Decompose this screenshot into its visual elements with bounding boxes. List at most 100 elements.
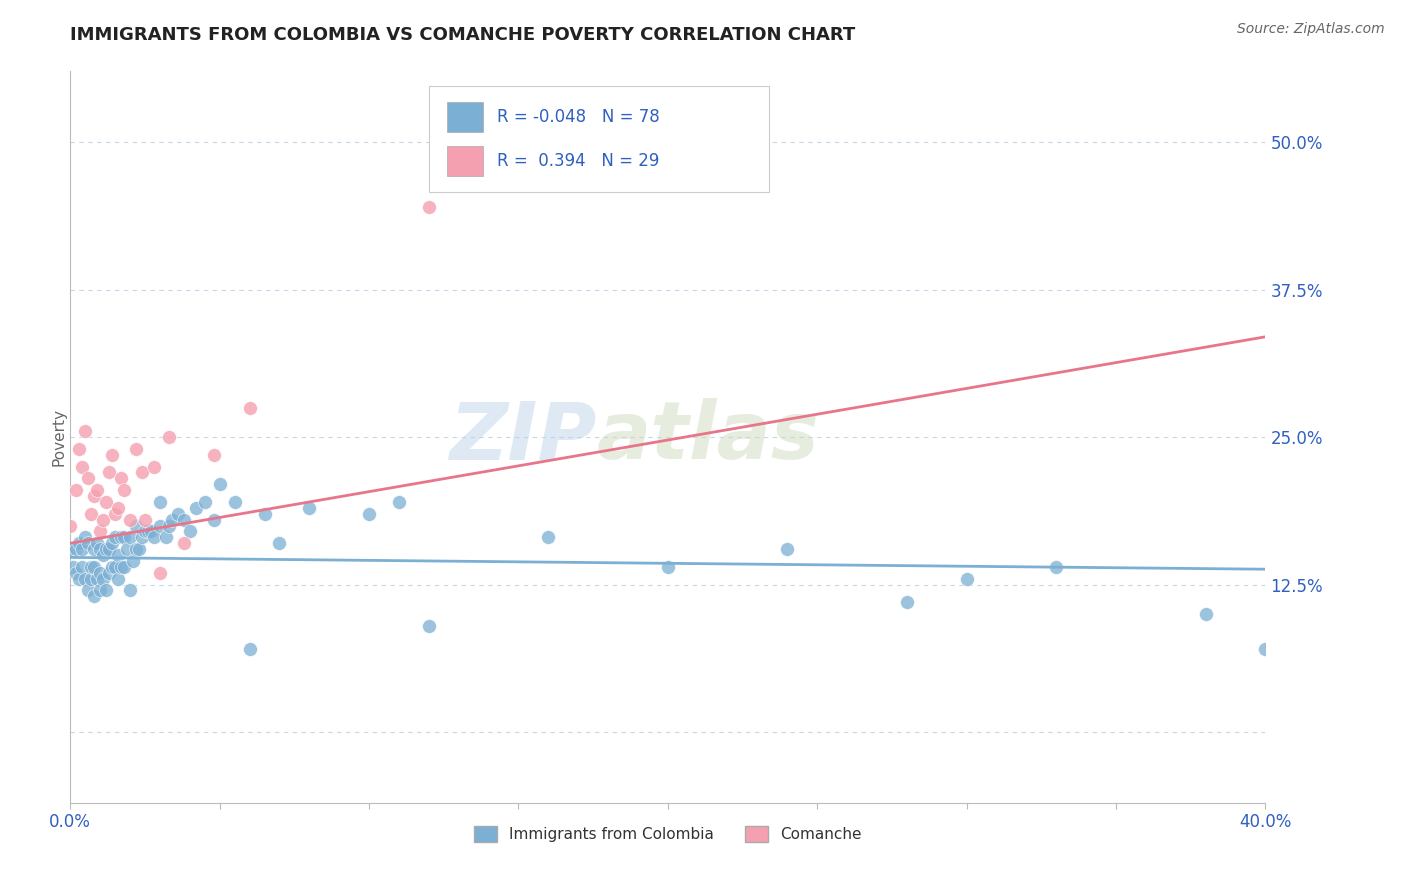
FancyBboxPatch shape	[429, 86, 769, 192]
Point	[134, 513, 156, 527]
Point	[75, 572, 97, 586]
Text: R =  0.394   N = 29: R = 0.394 N = 29	[496, 152, 659, 169]
Point	[239, 401, 262, 415]
Point	[89, 566, 111, 580]
Point	[83, 590, 105, 604]
Point	[155, 530, 177, 544]
Point	[202, 448, 225, 462]
Point	[80, 507, 103, 521]
Point	[107, 500, 129, 515]
Point	[657, 559, 679, 574]
Point	[65, 542, 87, 557]
Point	[77, 583, 100, 598]
Point	[89, 542, 111, 557]
Point	[83, 542, 105, 557]
Point	[269, 536, 291, 550]
Point	[125, 542, 148, 557]
Point	[70, 542, 93, 557]
Point	[131, 530, 153, 544]
Point	[65, 566, 87, 580]
Point	[110, 530, 132, 544]
Point	[143, 459, 166, 474]
Legend: Immigrants from Colombia, Comanche: Immigrants from Colombia, Comanche	[467, 819, 869, 850]
Point	[96, 583, 118, 598]
Point	[62, 559, 84, 574]
Point	[89, 524, 111, 539]
Point	[70, 559, 93, 574]
Point	[139, 524, 162, 539]
Point	[112, 530, 135, 544]
FancyBboxPatch shape	[447, 103, 482, 132]
Point	[157, 518, 180, 533]
Point	[91, 572, 114, 586]
Point	[77, 471, 100, 485]
Point	[89, 583, 111, 598]
Point	[131, 466, 153, 480]
Point	[115, 542, 138, 557]
Point	[418, 200, 440, 214]
Point	[253, 507, 276, 521]
Point	[896, 595, 918, 609]
Point	[125, 518, 148, 533]
Point	[224, 495, 246, 509]
Point	[86, 536, 108, 550]
Point	[59, 518, 82, 533]
Text: atlas: atlas	[596, 398, 818, 476]
Point	[173, 513, 195, 527]
Point	[101, 536, 124, 550]
FancyBboxPatch shape	[447, 146, 482, 176]
Point	[75, 424, 97, 438]
Point	[67, 536, 90, 550]
Point	[120, 530, 141, 544]
Point	[101, 448, 124, 462]
Point	[239, 642, 262, 657]
Point	[125, 442, 148, 456]
Point	[418, 619, 440, 633]
Point	[160, 513, 183, 527]
Point	[202, 513, 225, 527]
Point	[96, 542, 118, 557]
Text: IMMIGRANTS FROM COLOMBIA VS COMANCHE POVERTY CORRELATION CHART: IMMIGRANTS FROM COLOMBIA VS COMANCHE POV…	[70, 26, 855, 44]
Text: R = -0.048   N = 78: R = -0.048 N = 78	[496, 108, 659, 127]
Point	[122, 554, 145, 568]
Point	[537, 530, 560, 544]
Point	[194, 495, 217, 509]
Point	[98, 466, 121, 480]
Point	[98, 542, 121, 557]
Point	[359, 507, 381, 521]
Point	[80, 572, 103, 586]
Point	[173, 536, 195, 550]
Point	[91, 513, 114, 527]
Point	[120, 583, 141, 598]
Y-axis label: Poverty: Poverty	[52, 408, 66, 467]
Point	[86, 483, 108, 498]
Point	[70, 459, 93, 474]
Point	[136, 524, 159, 539]
Point	[1254, 642, 1277, 657]
Point	[104, 507, 127, 521]
Point	[128, 542, 150, 557]
Point	[83, 489, 105, 503]
Point	[388, 495, 411, 509]
Point	[956, 572, 979, 586]
Point	[77, 536, 100, 550]
Point	[107, 548, 129, 562]
Point	[67, 572, 90, 586]
Point	[143, 530, 166, 544]
Point	[107, 572, 129, 586]
Point	[86, 572, 108, 586]
Text: Source: ZipAtlas.com: Source: ZipAtlas.com	[1237, 22, 1385, 37]
Point	[298, 500, 321, 515]
Point	[101, 559, 124, 574]
Point	[96, 495, 118, 509]
Point	[110, 471, 132, 485]
Point	[208, 477, 231, 491]
Point	[1195, 607, 1218, 621]
Point	[112, 483, 135, 498]
Point	[83, 559, 105, 574]
Point	[98, 566, 121, 580]
Point	[120, 513, 141, 527]
Point	[91, 548, 114, 562]
Point	[134, 524, 156, 539]
Point	[166, 507, 188, 521]
